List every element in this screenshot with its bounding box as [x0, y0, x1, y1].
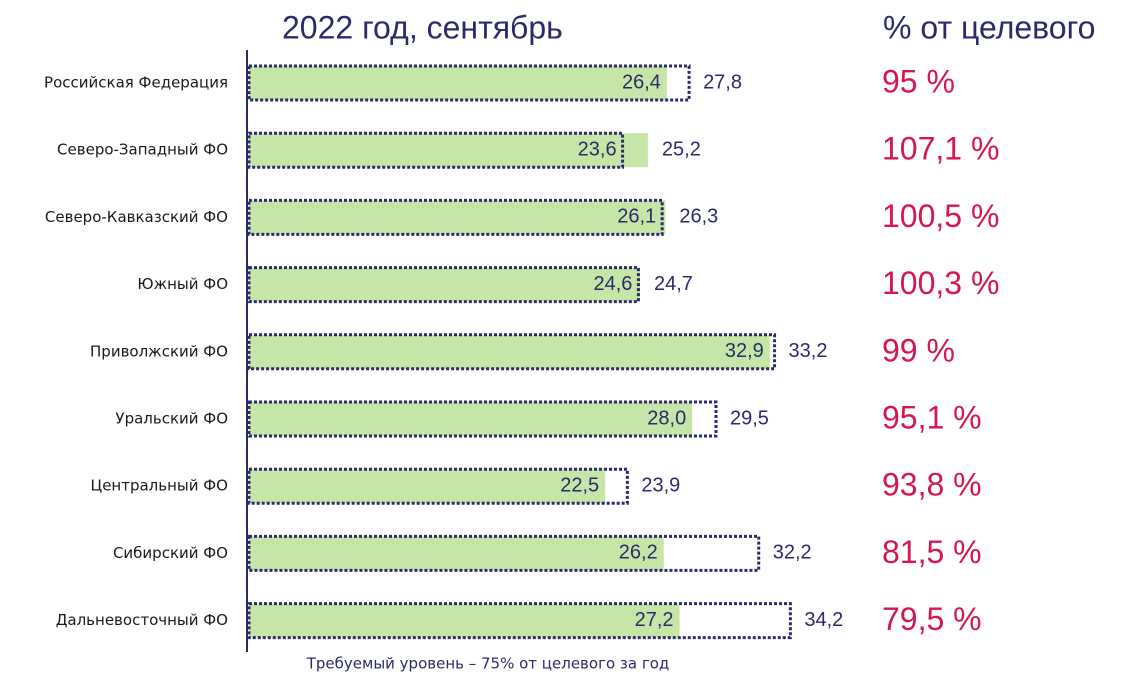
value-label: 24,7: [654, 273, 693, 295]
category-label: Северо-Западный ФО: [57, 141, 228, 159]
category-label: Дальневосточный ФО: [56, 611, 228, 629]
category-label: Северо-Кавказский ФО: [45, 208, 228, 226]
value-label: 23,6: [578, 138, 617, 160]
percent-label: 100,5 %: [882, 198, 999, 234]
target-bar: [247, 198, 664, 236]
actual-bar: [249, 267, 641, 302]
value-label: 32,9: [725, 340, 764, 362]
actual-bar: [249, 536, 664, 571]
category-label: Приволжский ФО: [90, 342, 228, 360]
value-label: 33,2: [789, 340, 828, 362]
category-label: Южный ФО: [137, 275, 228, 293]
value-label: 34,2: [804, 609, 843, 631]
percent-label: 95,1 %: [882, 399, 982, 435]
category-label: Центральный ФО: [91, 477, 228, 495]
actual-bar: [249, 66, 667, 100]
target-bar: [247, 602, 792, 640]
value-label: 28,0: [647, 407, 686, 429]
category-label: Уральский ФО: [115, 410, 228, 428]
actual-bar: [249, 469, 606, 504]
target-bar: [247, 131, 625, 169]
actual-bar: [249, 334, 770, 369]
value-label: 27,2: [635, 609, 674, 631]
target-bar: [247, 467, 629, 505]
percent-label: 95 %: [882, 63, 955, 99]
target-bar: [247, 333, 777, 371]
value-label: 26,4: [622, 71, 661, 93]
percent-label: 93,8 %: [882, 467, 982, 503]
footnote: Требуемый уровень – 75% от целевого за г…: [306, 655, 670, 673]
actual-bar: [249, 402, 693, 436]
value-label: 29,5: [730, 407, 769, 429]
category-label: Сибирский ФО: [113, 544, 228, 562]
percent-label: 81,5 %: [882, 534, 982, 570]
actual-bar: [249, 133, 648, 168]
value-label: 27,8: [703, 71, 742, 93]
value-label: 22,5: [560, 474, 599, 496]
actual-bar: [249, 603, 680, 638]
actual-bar: [249, 200, 666, 235]
target-bar: [247, 266, 640, 304]
value-label: 32,2: [773, 542, 812, 564]
target-bar: [247, 534, 761, 572]
value-label: 23,9: [641, 474, 680, 496]
value-label: 26,2: [619, 542, 658, 564]
value-label: 26,3: [679, 206, 718, 228]
value-label: 25,2: [662, 138, 701, 160]
target-bar: [247, 64, 691, 102]
percent-label: 99 %: [882, 332, 955, 368]
percent-label: 100,3 %: [882, 265, 999, 301]
percent-label: 107,1 %: [882, 131, 999, 167]
percent-label: 79,5 %: [882, 601, 982, 637]
value-label: 24,6: [593, 273, 632, 295]
category-label: Российская Федерация: [44, 74, 228, 92]
percent-title: % от целевого: [883, 9, 1095, 45]
chart-title: 2022 год, сентябрь: [282, 9, 563, 45]
value-label: 26,1: [617, 206, 656, 228]
